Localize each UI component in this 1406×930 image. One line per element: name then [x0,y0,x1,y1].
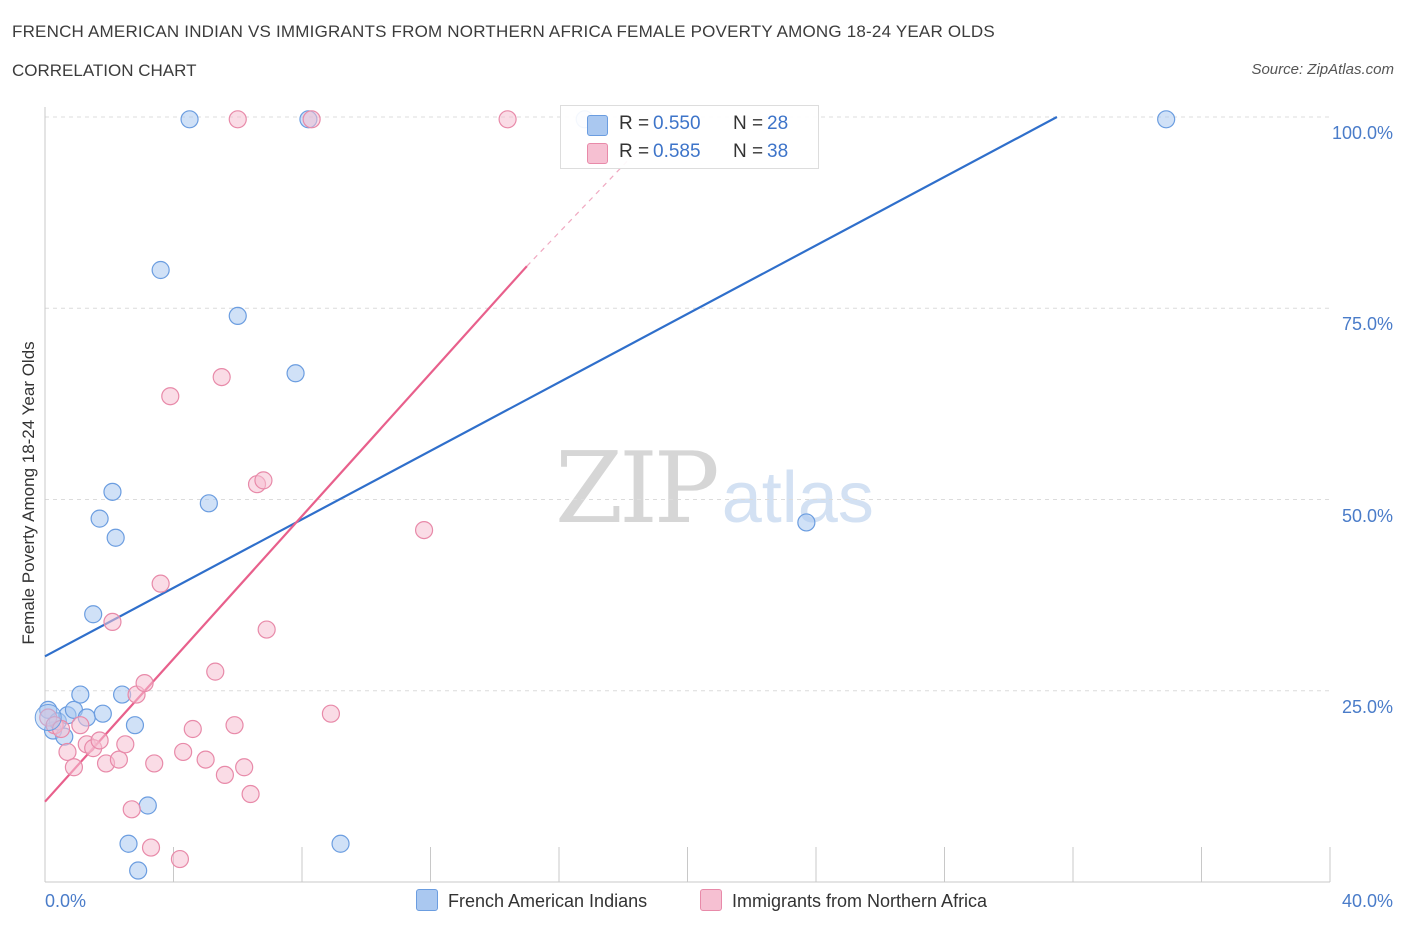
point-immigrants-northern-africa [135,673,154,693]
point-immigrants-northern-africa [170,849,190,869]
point-immigrants-northern-africa [321,704,341,723]
point-immigrants-northern-africa [183,719,202,739]
bottom-legend-swatch-pink [700,889,722,911]
point-cluster-origin [34,704,62,732]
source-label: Source: ZipAtlas.com [1251,61,1394,78]
point-immigrants-northern-africa [498,110,517,129]
point-french-american-indians [797,513,816,532]
point-immigrants-northern-africa [228,110,247,129]
point-immigrants-northern-africa [71,716,90,735]
point-immigrants-northern-africa [206,662,225,681]
point-french-american-indians [125,716,145,735]
legend-n-label: N = [733,113,764,134]
x-tick-label-max: 40.0% [1341,891,1393,911]
point-french-american-indians [1157,110,1176,129]
legend-row-french-american-indians: R = 0.550 N = 28 [561,111,818,139]
point-immigrants-northern-africa [414,520,434,540]
legend-n-value: 38 [767,141,789,162]
point-french-american-indians [93,704,112,723]
legend-n-value: 28 [767,113,789,134]
legend-swatch-blue [587,115,608,136]
point-immigrants-northern-africa [151,574,170,593]
grid-layer [45,116,1330,692]
bottom-legend-swatch-blue [416,889,438,911]
trend-layer [44,116,1058,803]
axis-layer [44,107,1331,883]
legend-r-label: R = [619,113,650,134]
point-immigrants-northern-africa [122,800,141,819]
point-immigrants-northern-africa [302,110,321,129]
y-tick-label: 100.0% [1331,123,1393,143]
bottom-legend-french-american-indians: French American Indians [416,889,647,912]
legend-r-label: R = [619,141,650,162]
point-immigrants-northern-africa [254,471,273,490]
point-french-american-indians [180,110,199,129]
point-french-american-indians [228,306,247,325]
y-axis-label: Female Poverty Among 18-24 Year Olds [19,341,38,645]
point-french-american-indians [90,509,109,528]
point-french-american-indians [103,482,122,501]
legend-swatch-pink [587,143,608,164]
point-immigrants-northern-africa [174,742,193,762]
point-immigrants-northern-africa [235,758,254,777]
point-immigrants-northern-africa [90,731,109,750]
point-french-american-indians [119,834,138,853]
chart-title: FRENCH AMERICAN INDIAN VS IMMIGRANTS FRO… [12,22,995,41]
point-immigrants-northern-africa [225,716,244,735]
point-french-american-indians [106,528,125,547]
point-immigrants-northern-africa [161,387,180,406]
x-tick-label-min: 0.0% [45,891,87,911]
point-immigrants-northern-africa [145,754,164,773]
correlation-legend: R = 0.550 N = 28 R = 0.585 N = 38 [560,105,819,169]
point-french-american-indians [286,364,305,383]
point-immigrants-northern-africa [58,742,77,762]
watermark-zip: ZIP [555,432,720,546]
point-immigrants-northern-africa [257,620,276,639]
bottom-legend-label: Immigrants from Northern Africa [732,891,988,911]
chart-subtitle: CORRELATION CHART [12,61,197,80]
bottom-legend-immigrants-northern-africa: Immigrants from Northern Africa [700,889,987,912]
point-immigrants-northern-africa [241,784,260,804]
trend-line-immigrants-northern-africa [44,265,528,803]
point-french-american-indians [138,796,157,815]
bottom-legend-label: French American Indians [448,891,648,911]
point-french-american-indians [129,861,148,880]
point-immigrants-northern-africa [215,765,234,785]
point-french-american-indians [71,685,90,704]
y-tick-label: 25.0% [1341,696,1393,717]
y-tick-label: 75.0% [1341,314,1393,335]
legend-n-label: N = [733,141,764,162]
point-french-american-indians [199,494,218,513]
point-immigrants-northern-africa [116,735,135,754]
point-french-american-indians [331,834,350,853]
point-immigrants-northern-africa [103,612,122,632]
point-french-american-indians [151,260,170,280]
point-immigrants-northern-africa [196,750,215,769]
trend-line-extension [526,154,634,267]
point-immigrants-northern-africa [109,750,128,769]
point-immigrants-northern-africa [141,838,161,857]
legend-r-value: 0.550 [653,113,701,134]
legend-row-immigrants-northern-africa: R = 0.585 N = 38 [561,139,818,167]
legend-r-value: 0.585 [653,141,701,162]
point-layer [34,110,1176,880]
trend-line-french-american-indians [44,116,1058,658]
point-french-american-indians [84,605,103,624]
point-immigrants-northern-africa [64,758,84,777]
point-immigrants-northern-africa [212,368,231,387]
y-tick-label: 50.0% [1341,505,1393,526]
